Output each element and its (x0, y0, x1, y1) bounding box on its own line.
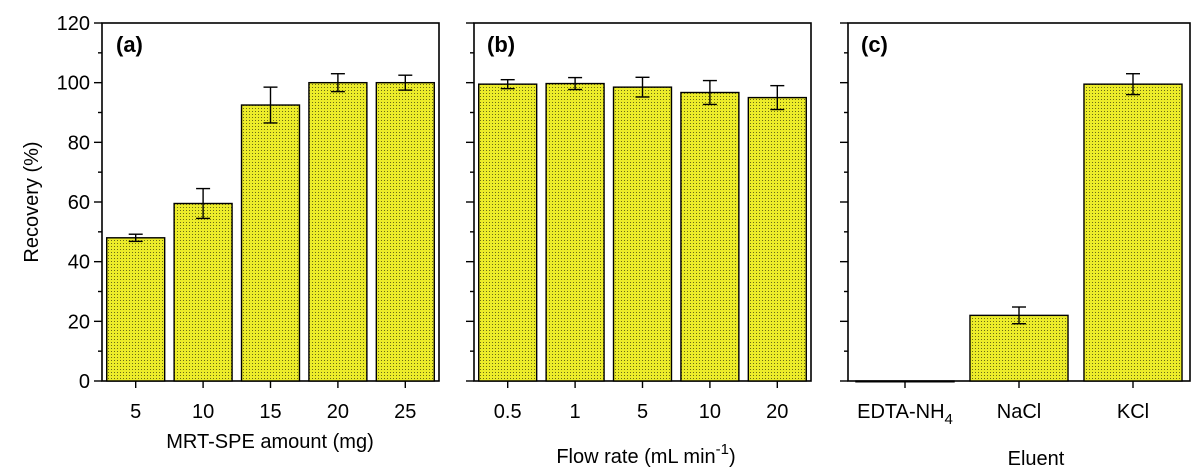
panel-a-x-tick-label: 20 (327, 401, 349, 423)
panel-b-x-tick-label: 20 (766, 401, 788, 423)
panel-a-y-tick-label: 80 (68, 132, 90, 154)
panel-b-x-tick-label: 1 (570, 401, 581, 423)
panel-b-bar (680, 91, 740, 382)
y-axis-title: Recovery (%) (21, 141, 43, 262)
panel-a-y-tick-label: 0 (79, 371, 90, 393)
panel-b-bar (612, 86, 673, 382)
panel-c-bar (1083, 83, 1183, 382)
panel-c-x-tick-label: EDTA-NH4 (857, 401, 953, 428)
panel-a: (a) MRT-SPE amount (mg) Recovery (%) 0 20… (21, 13, 440, 453)
panel-b-x-axis-title-end: ) (729, 446, 736, 468)
panel-b-label: (b) (487, 32, 515, 57)
panel-a-x-tick-label: 15 (259, 401, 281, 423)
panel-b-x-tick-label: 5 (637, 401, 648, 423)
panel-c-label: (c) (861, 32, 888, 57)
panel-b-x-tick-label: 0.5 (494, 401, 522, 423)
panel-a-x-tick-label: 25 (394, 401, 416, 423)
panel-c-x-axis-title: Eluent (1008, 448, 1065, 470)
panel-b-x-tick-label: 10 (699, 401, 721, 423)
panel-a-y-tick-label: 120 (57, 13, 90, 35)
panel-a-bar (240, 104, 301, 382)
panel-c-bar (969, 314, 1069, 382)
panel-b-x-axis-title-sup: -1 (716, 441, 729, 458)
panel-a-bar (375, 81, 435, 382)
panel-a-y-tick-label: 60 (68, 192, 90, 214)
panel-a-x-tick-label: 10 (192, 401, 214, 423)
panel-a-bar (308, 81, 368, 382)
panel-b: (b) Flow rate (mL min-1) 0.5 1 5 10 20 (466, 22, 812, 468)
panel-b-marks: 0.5 1 5 10 20 (466, 22, 807, 423)
panel-a-y-tick-label: 40 (68, 252, 90, 274)
panel-c-x-tick-label: NaCl (997, 401, 1041, 423)
panel-a-x-tick-label: 5 (130, 401, 141, 423)
panel-a-y-tick-label: 100 (57, 73, 90, 95)
panel-b-x-axis-title-main: Flow rate (mL min (556, 446, 715, 468)
panel-c-marks: EDTA-NH4 NaCl KCl (840, 22, 1183, 428)
panel-a-bar (173, 202, 233, 382)
panel-a-x-axis-title: MRT-SPE amount (mg) (166, 431, 373, 453)
panel-a-marks: 0 20 40 60 80 100 120 5 10 15 20 25 (57, 13, 435, 423)
panel-c: (c) Eluent EDTA-NH4 NaCl KCl (840, 22, 1191, 470)
panel-a-y-tick-label: 20 (68, 311, 90, 333)
panel-b-x-axis-title: Flow rate (mL min-1) (556, 441, 735, 468)
panel-b-bar (478, 83, 538, 382)
panel-c-x-tick-label: KCl (1117, 401, 1149, 423)
panel-b-bar (545, 82, 605, 382)
panel-b-bar (747, 96, 807, 382)
panel-a-bar (106, 237, 166, 382)
panel-a-label: (a) (116, 32, 143, 57)
